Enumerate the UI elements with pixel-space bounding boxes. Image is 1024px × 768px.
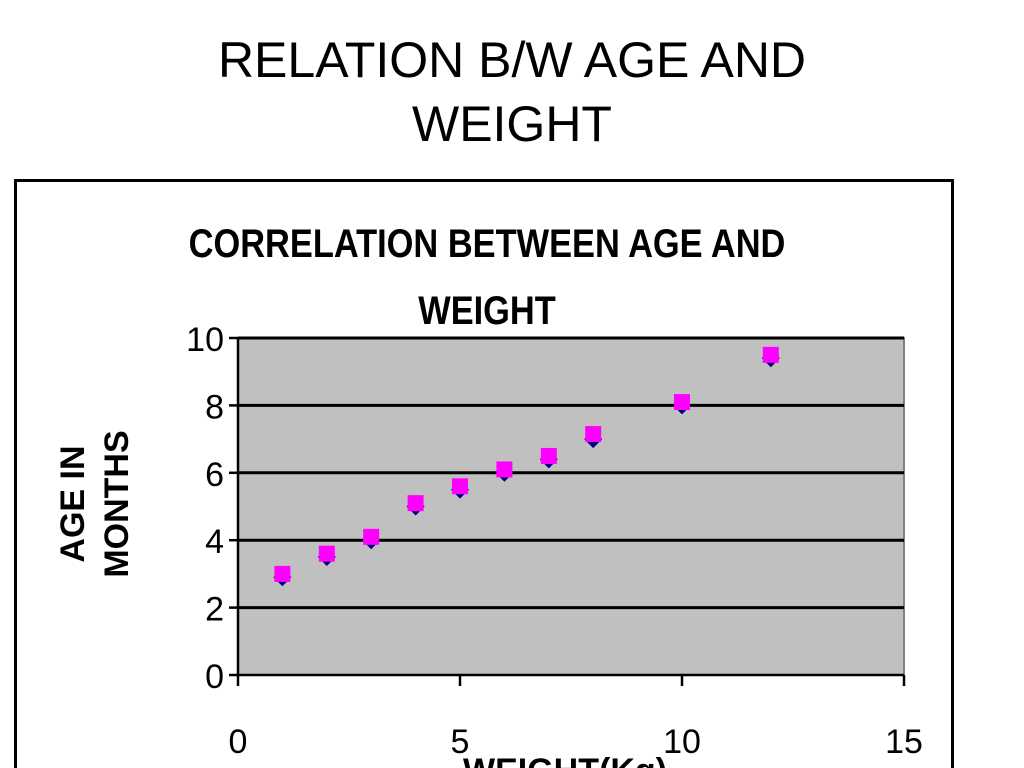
axes	[229, 336, 906, 686]
data-point-square	[274, 565, 291, 582]
y-tick-label: 8	[205, 388, 224, 426]
plot-area	[237, 337, 905, 676]
data-point-square	[318, 545, 335, 562]
data-point-square	[363, 528, 380, 545]
y-tick-label: 0	[205, 658, 224, 696]
data-point-square	[674, 394, 690, 411]
x-tick-label: 10	[663, 723, 701, 761]
data-point-square	[452, 478, 468, 495]
y-tick-labels: 0 2 4 6 8 10	[186, 321, 224, 696]
data-point-square	[407, 495, 424, 512]
chart-title-line: WEIGHT	[418, 288, 556, 333]
y-tick-label: 4	[205, 523, 224, 561]
x-tick-label: 0	[229, 723, 248, 761]
data-point-square	[762, 346, 779, 363]
gridlines	[238, 336, 904, 610]
y-axis-label-line: MONTHS	[98, 430, 136, 577]
data-point-square	[496, 461, 513, 478]
x-axis-label: WEIGHT(Kg)	[463, 752, 667, 768]
y-axis-label: AGE IN MONTHS	[54, 430, 136, 577]
x-tick-labels: 0 5 10 15	[229, 723, 923, 761]
y-tick-label: 2	[205, 591, 224, 629]
chart-title: CORRELATION BETWEEN AGE AND WEIGHT	[189, 221, 786, 333]
y-axis-label-line: AGE IN	[54, 445, 92, 562]
x-tick-label: 5	[451, 723, 470, 761]
scatter-chart: CORRELATION BETWEEN AGE AND WEIGHT 0 5 10 15…	[54, 221, 923, 768]
data-point-square	[540, 447, 557, 464]
chart-title-line: CORRELATION BETWEEN AGE AND	[189, 221, 786, 266]
series-marks	[273, 346, 780, 587]
slide-title: RELATION B/W AGE AND WEIGHT	[217, 32, 807, 152]
data-point-square	[585, 426, 602, 443]
series-2	[274, 346, 779, 582]
x-tick-label: 15	[885, 723, 923, 761]
chart-frame: CORRELATION BETWEEN AGE AND WEIGHT 0 5 10 15…	[14, 179, 954, 768]
y-tick-label: 10	[186, 321, 224, 359]
y-tick-label: 6	[205, 456, 224, 494]
